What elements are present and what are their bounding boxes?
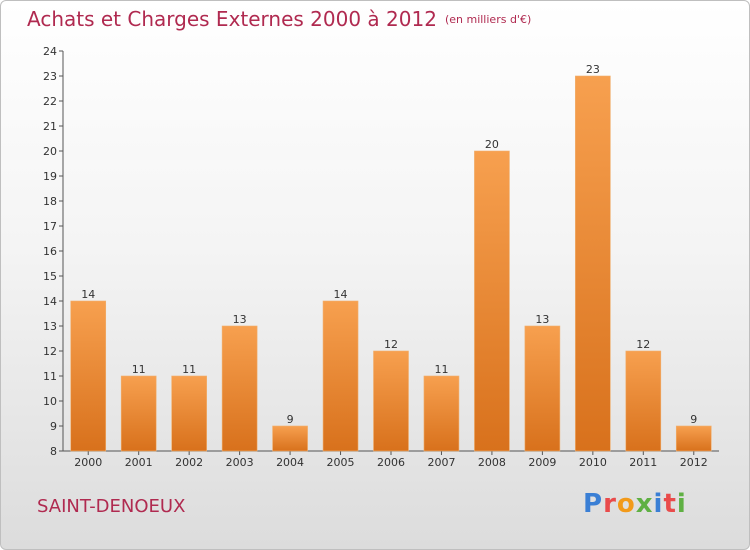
bar: [221, 325, 258, 452]
x-tick-label: 2012: [680, 456, 708, 469]
x-tick-label: 2007: [427, 456, 455, 469]
data-label: 12: [384, 338, 398, 351]
y-tick-label: 14: [43, 295, 57, 308]
data-label: 11: [434, 363, 448, 376]
y-tick-label: 23: [43, 70, 57, 83]
bars: 14 11 11 13 9 14 12 11 20 13 23 12 9: [70, 63, 712, 452]
data-label: 9: [690, 413, 697, 426]
y-tick-label: 11: [43, 370, 57, 383]
x-tick-label: 2010: [579, 456, 607, 469]
bar: [373, 350, 409, 452]
x-tick-label: 2006: [377, 456, 405, 469]
x-tick-label: 2008: [478, 456, 506, 469]
data-label: 11: [182, 363, 196, 376]
data-label: 14: [81, 288, 95, 301]
y-tick-label: 10: [43, 395, 57, 408]
bar: [675, 425, 712, 452]
bar: [322, 300, 359, 452]
bar: [524, 325, 561, 452]
x-tick-label: 2005: [327, 456, 355, 469]
axes: 8 9 10 11 12 13 14 15 16 17 18 19 20 21 22 23 24 2000 2001…: [43, 45, 719, 469]
y-tick-label: 19: [43, 170, 57, 183]
data-label: 23: [586, 63, 600, 76]
logo-letter: r: [603, 489, 617, 519]
logo-letter: i: [676, 489, 687, 519]
y-tick-label: 22: [43, 95, 57, 108]
chart-unit: (en milliers d'€): [444, 13, 532, 26]
bar: [575, 75, 611, 452]
data-label: 11: [132, 363, 146, 376]
data-label: 20: [485, 138, 499, 151]
bar: [70, 300, 107, 452]
y-tick-label: 12: [43, 345, 57, 358]
y-tick-label: 24: [43, 45, 57, 58]
x-tick-label: 2009: [528, 456, 556, 469]
y-tick-label: 21: [43, 120, 57, 133]
data-label: 13: [535, 313, 549, 326]
bar: [423, 375, 460, 452]
x-tick-label: 2003: [226, 456, 254, 469]
bar: [474, 150, 510, 452]
x-tick-label: 2001: [125, 456, 153, 469]
x-tick-label: 2004: [276, 456, 304, 469]
data-label: 12: [636, 338, 650, 351]
y-tick-label: 20: [43, 145, 57, 158]
x-tick-label: 2000: [74, 456, 102, 469]
y-tick-label: 17: [43, 220, 57, 233]
x-tick-label: 2011: [629, 456, 657, 469]
data-label: 14: [334, 288, 348, 301]
chart-title-text: Achats et Charges Externes 2000 à 2012: [27, 7, 437, 31]
logo-letter: i: [653, 489, 664, 519]
y-tick-label: 18: [43, 195, 57, 208]
logo-letter: P: [583, 489, 604, 519]
bar: [625, 350, 662, 452]
bar: [171, 375, 207, 452]
data-label: 9: [287, 413, 294, 426]
logo-letter: o: [616, 489, 636, 519]
bar: [120, 375, 157, 452]
y-tick-label: 8: [50, 445, 57, 458]
data-label: 13: [233, 313, 247, 326]
proxiti-logo: Proxiti: [583, 489, 687, 519]
x-tick-label: 2002: [175, 456, 203, 469]
logo-letter: t: [663, 489, 677, 519]
chart-title: Achats et Charges Externes 2000 à 2012 (e…: [27, 7, 531, 31]
commune-name: SAINT-DENOEUX: [37, 496, 186, 517]
logo-letter: x: [635, 489, 654, 519]
bar: [272, 425, 308, 452]
y-tick-label: 16: [43, 245, 57, 258]
y-tick-label: 15: [43, 270, 57, 283]
y-tick-label: 13: [43, 320, 57, 333]
y-tick-label: 9: [50, 420, 57, 433]
